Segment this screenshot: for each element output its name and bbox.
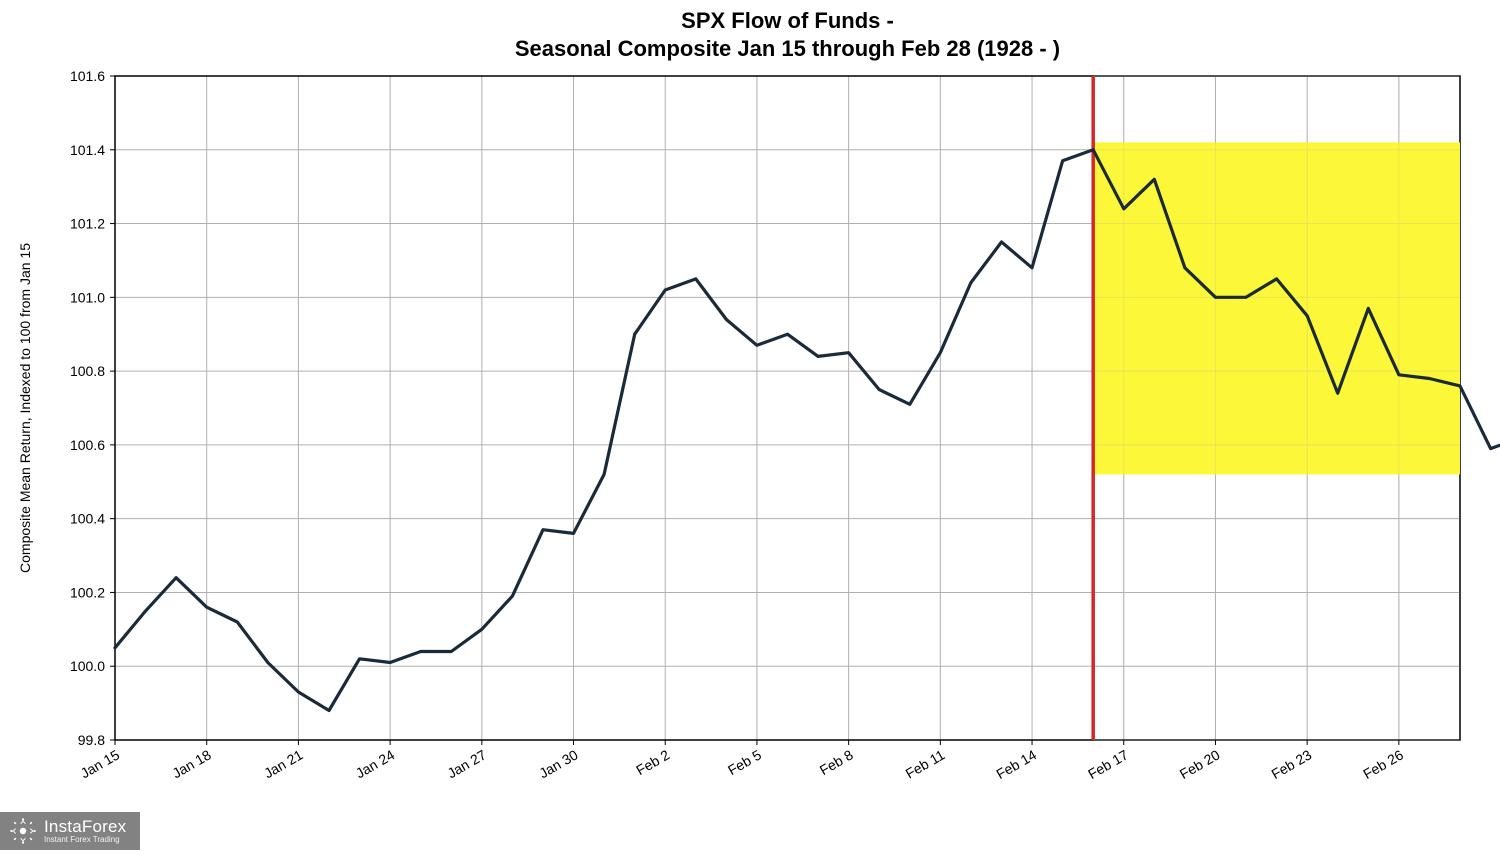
chart-container: 99.8 100.0 100.2 100.4 100.6 100.8 101.0 101.2 1… [0, 0, 1500, 855]
svg-text:101.4: 101.4 [70, 142, 105, 158]
chart-title-line1: SPX Flow of Funds - [681, 8, 894, 33]
watermark-subtitle: Instant Forex Trading [44, 836, 126, 844]
highlight-region [1093, 142, 1460, 474]
svg-text:101.0: 101.0 [70, 289, 105, 305]
watermark: InstaForex Instant Forex Trading [0, 812, 140, 850]
svg-text:100.0: 100.0 [70, 658, 105, 674]
svg-text:101.2: 101.2 [70, 216, 105, 232]
svg-text:100.6: 100.6 [70, 437, 105, 453]
svg-text:100.4: 100.4 [70, 511, 105, 527]
svg-text:99.8: 99.8 [78, 732, 105, 748]
y-axis-label: Composite Mean Return, Indexed to 100 fr… [17, 243, 33, 573]
svg-text:100.2: 100.2 [70, 584, 105, 600]
watermark-text: InstaForex Instant Forex Trading [44, 818, 126, 844]
chart-title-line2: Seasonal Composite Jan 15 through Feb 28… [515, 36, 1060, 61]
line-chart: 99.8 100.0 100.2 100.4 100.6 100.8 101.0 101.2 1… [0, 0, 1500, 850]
svg-text:100.8: 100.8 [70, 363, 105, 379]
svg-text:101.6: 101.6 [70, 68, 105, 84]
watermark-brand: InstaForex [44, 818, 126, 835]
instaforex-logo-icon [10, 818, 36, 844]
